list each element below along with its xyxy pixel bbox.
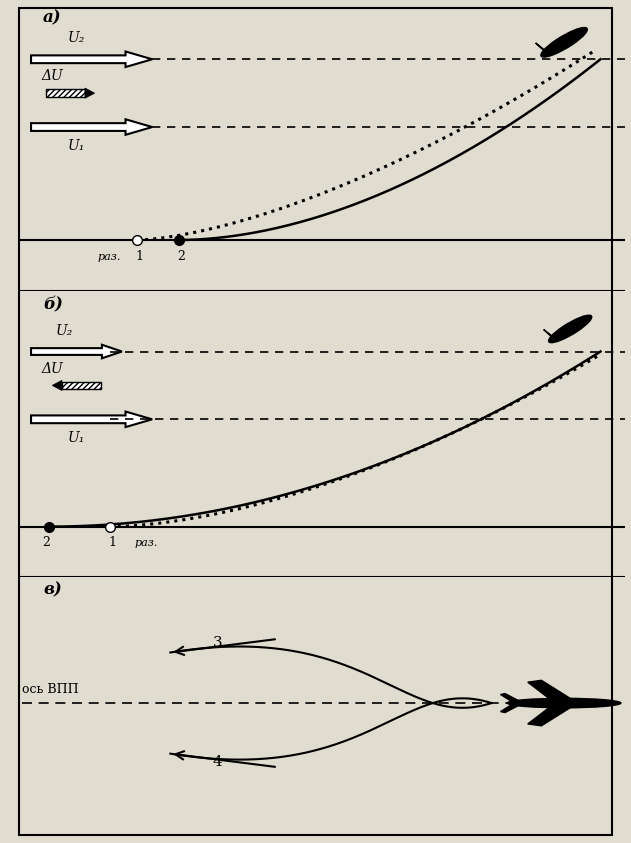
Text: U₁: U₁ — [68, 139, 85, 153]
Text: 2: 2 — [178, 250, 186, 263]
Ellipse shape — [507, 698, 621, 708]
Text: 1: 1 — [109, 536, 117, 550]
Polygon shape — [536, 43, 548, 53]
Polygon shape — [52, 380, 62, 390]
Polygon shape — [528, 680, 578, 726]
Polygon shape — [31, 119, 152, 135]
Polygon shape — [46, 89, 85, 97]
Polygon shape — [500, 694, 523, 712]
Text: 4: 4 — [213, 755, 223, 770]
Text: ось ВПП: ось ВПП — [22, 683, 79, 696]
Polygon shape — [31, 51, 152, 67]
Polygon shape — [31, 345, 122, 358]
Ellipse shape — [548, 315, 592, 342]
Text: 1: 1 — [135, 250, 143, 263]
Text: 3: 3 — [213, 636, 222, 651]
Polygon shape — [85, 88, 95, 99]
Text: в): в) — [43, 582, 62, 599]
Text: ΔU: ΔU — [42, 69, 64, 83]
Ellipse shape — [541, 28, 587, 57]
Text: U₁: U₁ — [68, 432, 85, 445]
Ellipse shape — [575, 29, 585, 35]
Text: б): б) — [43, 296, 63, 313]
Text: U₂: U₂ — [56, 325, 73, 338]
Ellipse shape — [581, 316, 589, 322]
Text: ΔU: ΔU — [42, 362, 64, 376]
Text: а): а) — [43, 9, 62, 26]
Polygon shape — [62, 382, 101, 389]
Text: раз.: раз. — [134, 539, 157, 549]
Polygon shape — [31, 411, 152, 427]
Polygon shape — [544, 330, 555, 339]
Text: 2: 2 — [42, 536, 50, 550]
Text: U₂: U₂ — [68, 30, 85, 45]
Text: раз.: раз. — [98, 252, 121, 262]
